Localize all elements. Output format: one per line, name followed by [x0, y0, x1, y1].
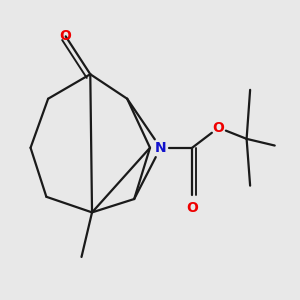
Text: O: O [60, 29, 72, 43]
Text: O: O [186, 201, 198, 215]
Text: O: O [213, 121, 224, 135]
Text: N: N [155, 141, 167, 155]
